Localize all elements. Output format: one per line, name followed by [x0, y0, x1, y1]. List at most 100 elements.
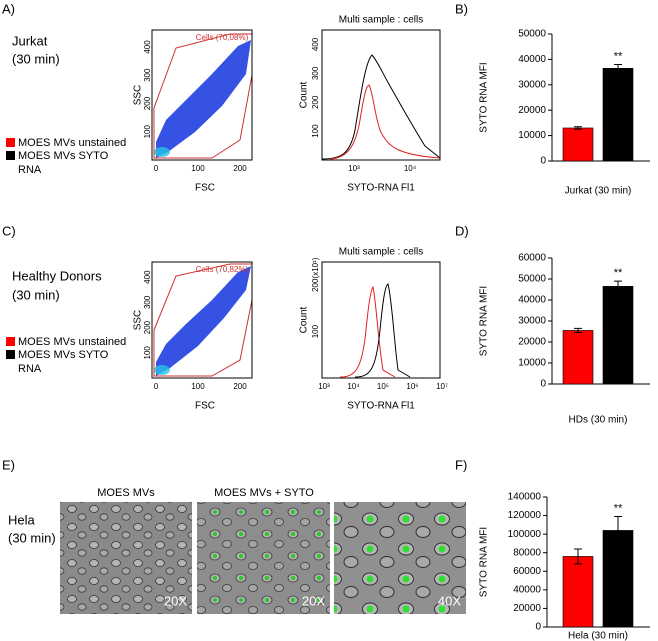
- x-tick-label: 10⁵: [377, 382, 389, 391]
- y-tick-label: 40000: [513, 584, 541, 595]
- significance: **: [614, 50, 623, 62]
- y-tick-label: 200: [311, 278, 320, 292]
- y-tick-label: 120000: [508, 510, 542, 521]
- y-tick-label: 0: [540, 379, 546, 390]
- y-tick-label: 300: [143, 68, 152, 82]
- error-bar: [614, 516, 622, 545]
- histogram-unstained: [329, 84, 441, 160]
- y-axis-label: SYTO RNA MFI: [479, 62, 490, 132]
- x-tick-label: 10³: [318, 382, 330, 391]
- y-tick-label: 400: [143, 270, 152, 284]
- x-tick-label: 10⁷: [436, 382, 448, 391]
- scale-label: (x10¹): [311, 257, 320, 278]
- y-tick-label: 80000: [513, 547, 541, 558]
- y-tick-label: 100: [311, 324, 320, 338]
- y-axis-label: SYTO RNA MFI: [479, 527, 490, 597]
- error-bar: [574, 126, 582, 130]
- legend-swatch: [6, 350, 15, 359]
- y-tick-label: 50000: [518, 274, 546, 285]
- y-tick-label: 20000: [518, 105, 546, 116]
- panel-label: D): [455, 223, 469, 238]
- micrograph: [60, 502, 192, 614]
- legend-swatch: [6, 337, 15, 346]
- y-tick-label: 20000: [518, 337, 546, 348]
- magnification: 20X: [302, 593, 325, 608]
- y-tick-label: 100: [311, 124, 320, 138]
- scatter-core: [154, 147, 170, 157]
- y-tick-label: 10000: [518, 130, 546, 141]
- legend: MOES MVs unstained MOES MVs SYTO RNA: [6, 336, 126, 375]
- panel-label: C): [2, 223, 16, 238]
- legend-label: RNA: [18, 164, 42, 176]
- histogram-syto: [354, 283, 411, 378]
- legend-label: RNA: [18, 363, 42, 375]
- x-tick-label: 0: [154, 382, 159, 391]
- micrograph: [197, 502, 330, 614]
- x-tick-label: 100: [191, 382, 205, 391]
- y-tick-label: 30000: [518, 316, 546, 327]
- x-tick-label: Hela (30 min): [568, 631, 628, 641]
- sample-time: (30 min): [12, 287, 60, 302]
- legend-label: MOES MVs unstained: [18, 137, 126, 149]
- histogram-unstained: [339, 286, 396, 378]
- y-axis-label: Count: [299, 81, 310, 108]
- error-bar: [574, 548, 582, 565]
- micrograph-title: MOES MVs: [97, 487, 155, 499]
- legend-swatch: [6, 138, 15, 147]
- x-axis-label: SYTO-RNA Fl1: [347, 183, 415, 194]
- histogram-frame: [321, 261, 441, 379]
- error-bar: [614, 280, 622, 293]
- y-axis-label: Count: [299, 306, 310, 333]
- x-tick-label: HDs (30 min): [569, 415, 628, 426]
- y-tick-label: 200: [143, 96, 152, 110]
- x-axis-label: FSC: [195, 401, 215, 412]
- significance: **: [614, 502, 623, 514]
- panel-label: A): [2, 1, 15, 16]
- scatter-frame: [151, 29, 253, 161]
- error-bar: [574, 327, 582, 334]
- micrograph-title: MOES MVs + SYTO: [214, 487, 314, 499]
- x-axis-label: FSC: [195, 183, 215, 194]
- scatter-cloud: [156, 266, 251, 376]
- bar: [562, 127, 594, 162]
- legend-label: MOES MVs unstained: [18, 336, 126, 348]
- y-axis-label: SSC: [133, 85, 144, 106]
- y-tick-label: 50000: [518, 29, 546, 40]
- y-tick-label: 20000: [513, 603, 541, 614]
- sample-name: Jurkat: [12, 33, 48, 48]
- sample-time: (30 min): [8, 530, 56, 545]
- histogram-title: Multi sample : cells: [339, 15, 423, 26]
- y-tick-label: 100: [143, 346, 152, 360]
- significance: **: [614, 267, 623, 279]
- panel-label: E): [2, 457, 15, 472]
- y-tick-label: 200: [143, 320, 152, 334]
- histogram-syto: [321, 54, 441, 160]
- sample-time: (30 min): [12, 51, 60, 66]
- y-tick-label: 100000: [508, 529, 542, 540]
- x-tick-label: 200: [233, 164, 247, 173]
- sample-name: Hela: [8, 512, 36, 527]
- y-tick-label: 0: [535, 622, 541, 633]
- x-tick-label: Jurkat (30 min): [565, 186, 632, 197]
- y-tick-label: 300: [143, 295, 152, 309]
- scatter-frame: [151, 261, 253, 379]
- bar: [562, 330, 594, 385]
- legend-label: MOES MVs SYTO: [18, 349, 109, 361]
- x-axis-label: SYTO-RNA Fl1: [347, 401, 415, 412]
- y-tick-label: 40000: [518, 295, 546, 306]
- error-bar: [614, 63, 622, 73]
- y-tick-label: 400: [311, 37, 320, 51]
- histogram-frame: [321, 29, 441, 161]
- y-tick-label: 0: [540, 156, 546, 167]
- y-tick-label: 30000: [518, 79, 546, 90]
- y-tick-label: 60000: [518, 253, 546, 264]
- x-tick-label: 200: [233, 382, 247, 391]
- y-tick-label: 60000: [513, 566, 541, 577]
- y-tick-label: 140000: [508, 492, 542, 503]
- magnification: 20X: [164, 593, 187, 608]
- x-tick-label: 10⁶: [406, 382, 418, 391]
- histogram-title: Multi sample : cells: [339, 247, 423, 258]
- y-tick-label: 10000: [518, 358, 546, 369]
- y-tick-label: 400: [143, 40, 152, 54]
